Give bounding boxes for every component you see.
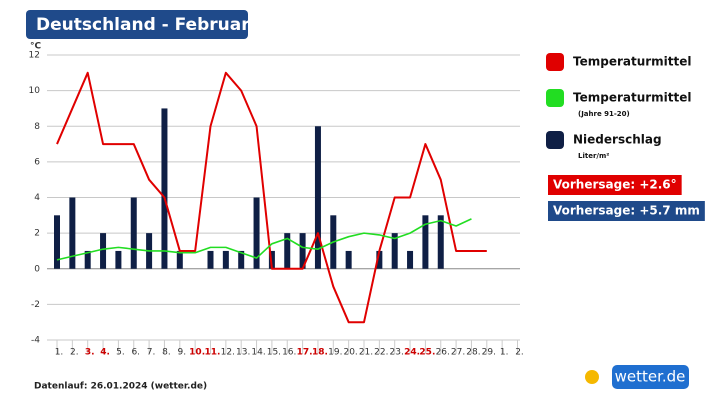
bar [207,250,214,269]
bar [314,126,321,269]
title-box [26,10,248,39]
x-tick-label: 18. [312,348,328,358]
legend-label: Niederschlag [573,133,662,147]
bar [222,250,229,269]
logo-text: wetter.de [615,368,686,386]
x-tick-label: 2. [515,348,524,358]
x-tick-label: 8. [162,348,171,358]
badge-text: Vorhersage: +5.7 mm [553,204,700,218]
x-tick-label: 23. [390,348,404,358]
bar [130,197,137,269]
x-tick-label: 27. [451,348,465,358]
bar [437,215,444,269]
line [56,71,487,324]
legend-label: Temperaturmittel [573,55,692,69]
chart-title: Deutschland - Februar [36,15,250,35]
bar [176,250,183,269]
badge-text: Vorhersage: +2.6° [553,178,677,192]
x-tick-label: 1. [500,348,509,358]
legend-label: Temperaturmittel [573,91,692,105]
bar [391,233,398,269]
x-tick-label: 16. [282,348,296,358]
sun-icon [585,370,599,384]
bar [407,250,414,269]
bar [422,215,429,269]
bar [238,250,245,269]
x-tick-label: 4. [100,348,110,358]
x-tick-label: 15. [267,348,281,358]
x-tick-label: 19. [328,348,342,358]
x-tick-label: 9. [178,348,187,358]
x-tick-label: 26. [436,348,450,358]
x-tick-label: 20. [343,348,357,358]
bar [299,233,306,269]
x-tick-label: 1. [55,348,64,358]
logo-box [612,365,689,389]
x-tick-label: 25. [419,348,435,358]
badge [548,201,705,221]
bar [69,197,76,269]
bar [54,215,60,269]
logo: wetter.de [585,365,689,389]
y-tick-label: 10 [29,86,41,96]
bar [115,250,122,269]
y-tick-label: -2 [31,300,40,310]
bar [284,233,291,269]
legend-swatch [546,53,564,71]
legend-note: (Jahre 91-20) [578,110,630,118]
legend-swatch [546,89,564,107]
x-tick-label: 22. [374,348,388,358]
x-tick-label: 12. [221,348,235,358]
bar [161,108,168,269]
x-tick-label: 6. [131,348,140,358]
bar [100,233,107,269]
x-tick-label: 11. [205,348,221,358]
y-tick-label: 2 [34,229,40,239]
y-tick-label: -4 [31,336,40,346]
x-tick-label: 14. [251,348,265,358]
legend-note: Liter/m² [578,152,609,160]
line [56,218,472,261]
y-axis-label: °C [30,42,42,52]
y-tick-label: 0 [34,264,40,274]
x-tick-label: 21. [359,348,373,358]
x-tick-label: 28. [466,348,480,358]
y-tick-label: 6 [34,157,40,167]
x-tick-label: 13. [236,348,250,358]
y-tick-label: 4 [34,193,40,203]
legend-swatch [546,131,564,149]
x-tick-label: 29. [482,348,496,358]
x-tick-label: 17. [297,348,313,358]
y-tick-label: 12 [29,51,40,61]
bar [84,250,91,269]
bar [345,250,352,269]
x-tick-label: 24. [404,348,420,358]
bar [376,250,383,269]
x-tick-label: 3. [85,348,95,358]
x-tick-label: 2. [70,348,79,358]
x-tick-label: 10. [189,348,205,358]
bar [253,197,260,269]
footer: Datenlauf: 26.01.2024 (wetter.de) [34,382,207,392]
badge [548,175,682,195]
x-tick-label: 7. [147,348,156,358]
x-tick-label: 5. [116,348,125,358]
y-tick-label: 8 [34,122,40,132]
